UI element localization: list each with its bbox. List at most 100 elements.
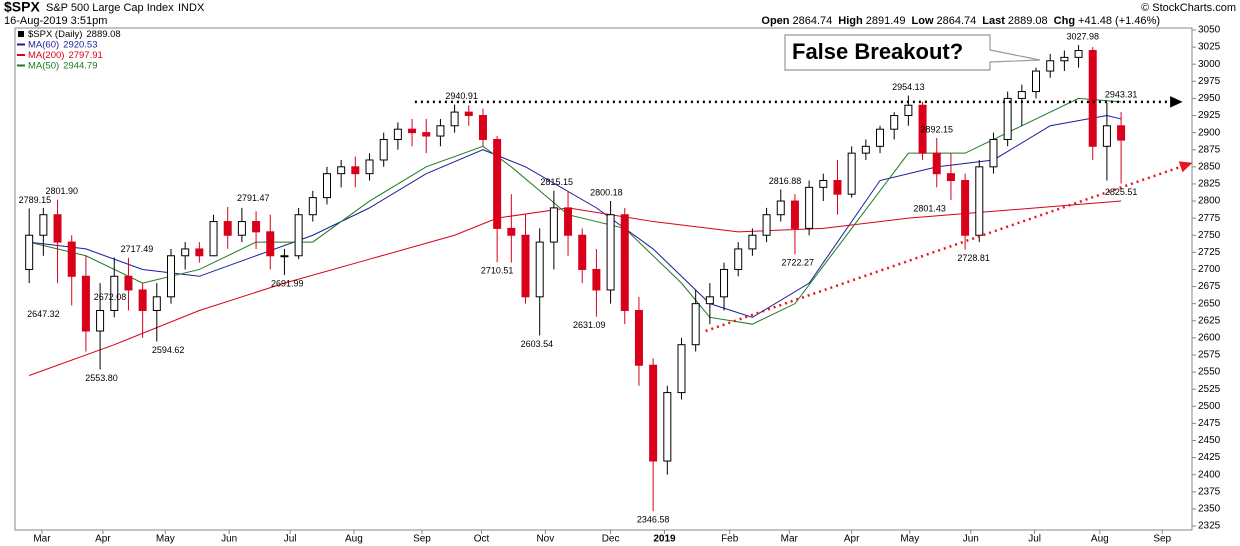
candle-body	[1046, 60, 1055, 72]
candle-body	[1017, 91, 1026, 99]
y-tick-label: 2625	[1198, 315, 1221, 326]
quote: Open 2864.74 High 2891.49 Low 2864.74 Last 2889…	[761, 15, 1160, 27]
y-tick-label: 2475	[1198, 418, 1221, 429]
candle-body	[322, 173, 331, 199]
callout: False Breakout?	[784, 34, 1041, 71]
candle-body	[450, 111, 459, 127]
candle-body	[1102, 125, 1111, 147]
x-tick-label: Oct	[474, 534, 490, 545]
candle-body	[876, 128, 885, 147]
x-tick-label: Jun	[221, 534, 237, 545]
candle-body	[861, 145, 870, 154]
candle-body	[1032, 70, 1041, 93]
date: 16-Aug-2019 3:51pm	[4, 15, 107, 27]
callout-box	[784, 34, 1041, 71]
x-tick-label: Mar	[33, 534, 51, 545]
y-tick-label: 2450	[1198, 435, 1221, 446]
legend-entry: MA(60) 2920.53	[28, 39, 98, 50]
y-tick-label: 2950	[1198, 93, 1221, 104]
index-name: S&P 500 Large Cap Index	[46, 2, 174, 14]
price-label: 2672.08	[94, 292, 127, 302]
x-tick-label: Mar	[781, 534, 799, 545]
quote-value: +41.48 (+1.46%)	[1078, 15, 1160, 27]
price-label: 2892.15	[920, 124, 953, 134]
y-tick-label: 2550	[1198, 367, 1221, 378]
legend-value: 2944.79	[63, 60, 97, 71]
quote-value: 2864.74	[793, 15, 833, 27]
candle-body	[223, 221, 232, 236]
y-tick-label: 2500	[1198, 401, 1221, 412]
quote-label: High	[838, 15, 863, 27]
candle-body	[25, 234, 34, 270]
y-tick-label: 3050	[1198, 25, 1221, 36]
candle-body	[833, 180, 842, 195]
arrow-head	[1170, 96, 1183, 108]
candle-body	[436, 125, 445, 137]
candle-body	[805, 186, 814, 229]
price-label: 2717.49	[121, 244, 154, 254]
quote-value: 2864.74	[937, 15, 977, 27]
candle-body	[1117, 125, 1126, 141]
candle-body	[989, 138, 998, 168]
ma-line	[29, 97, 1122, 325]
candle-body	[549, 207, 558, 243]
candle-body	[252, 221, 261, 233]
quote-label: Open	[761, 15, 789, 27]
x-tick-label: 2019	[653, 534, 676, 545]
y-tick-label: 2925	[1198, 110, 1221, 121]
candle-body	[53, 214, 62, 243]
candle-body	[564, 207, 573, 236]
quote-label: Low	[912, 15, 934, 27]
candle-body	[379, 138, 388, 161]
x-tick-label: Nov	[536, 534, 554, 545]
legend-name: MA(200)	[28, 50, 64, 61]
candle-body	[748, 234, 757, 250]
legend-swatch	[18, 31, 24, 37]
candle-body	[408, 128, 417, 134]
y-tick-label: 2675	[1198, 281, 1221, 292]
price-label: 2940.91	[445, 91, 478, 101]
candle-body	[422, 132, 431, 137]
candle-body	[762, 214, 771, 236]
x-tick-label: Jul	[284, 534, 297, 545]
price-label: 2816.88	[769, 176, 802, 186]
candle-body	[904, 104, 913, 117]
y-tick-label: 2875	[1198, 144, 1221, 155]
x-tick-label: Dec	[602, 534, 620, 545]
candle-body	[81, 275, 90, 332]
y-tick-label: 2975	[1198, 76, 1221, 87]
candle-body	[677, 344, 686, 394]
x-tick-label: Jun	[963, 534, 979, 545]
price-label: 2954.13	[892, 82, 925, 92]
candle-body	[691, 303, 700, 346]
plot-frame	[14, 27, 1193, 531]
symbol: $SPX	[4, 0, 40, 15]
candle-body	[535, 241, 544, 298]
legend-entry: MA(50) 2944.79	[28, 60, 98, 71]
ma-line	[29, 115, 1122, 318]
candle-body	[1060, 56, 1069, 62]
candle-body	[124, 275, 133, 291]
price-label: 2791.47	[237, 193, 270, 203]
candle-body	[209, 221, 218, 257]
candle-body	[337, 166, 346, 175]
y-tick-label: 2825	[1198, 179, 1221, 190]
candle-body	[138, 289, 147, 311]
candle-body	[195, 248, 204, 257]
credit: © StockCharts.com	[1141, 2, 1236, 14]
candle-body	[464, 111, 473, 117]
price-label: 2825.51	[1105, 187, 1138, 197]
candle-body	[578, 234, 587, 270]
price-label: 2801.43	[913, 203, 946, 213]
price-label: 2722.27	[782, 258, 815, 268]
price-label: 3027.98	[1067, 31, 1100, 41]
candle-body	[606, 214, 615, 291]
x-tick-label: Apr	[95, 534, 111, 545]
legend-value: 2797.91	[68, 50, 102, 61]
y-tick-label: 2325	[1198, 521, 1221, 532]
x-tick-label: Feb	[721, 534, 739, 545]
candle-body	[663, 392, 672, 462]
candle-body	[720, 268, 729, 298]
price-label: 2647.32	[27, 309, 60, 319]
